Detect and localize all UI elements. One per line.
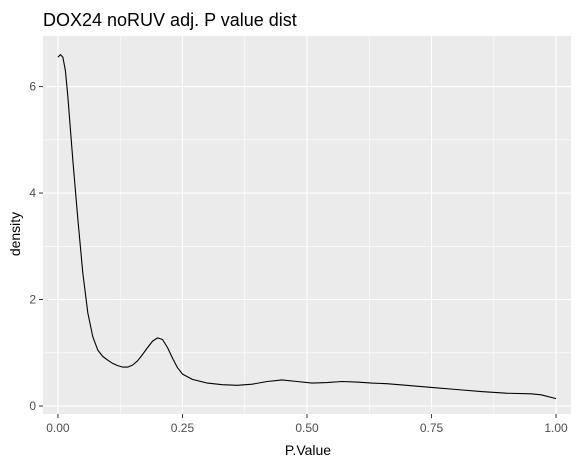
x-tick-label: 1.00 [544,421,568,435]
x-axis: 0.00 0.25 0.50 0.75 1.00 [46,414,568,435]
y-tick-label: 4 [29,186,36,200]
chart-title: DOX24 noRUV adj. P value dist [43,10,297,30]
x-tick-label: 0.25 [171,421,195,435]
series-layer [57,54,557,400]
x-tick-label: 0.50 [295,421,319,435]
density-curve [57,54,557,400]
y-tick-label: 2 [29,293,36,307]
y-tick-label: 0 [29,399,36,413]
major-gridlines [43,36,571,414]
y-axis: 0 2 4 6 [29,80,43,413]
y-tick-label: 6 [29,80,36,94]
y-axis-title: density [7,212,23,256]
x-axis-title: P.Value [285,442,331,458]
x-tick-label: 0.00 [46,421,70,435]
x-tick-label: 0.75 [420,421,444,435]
